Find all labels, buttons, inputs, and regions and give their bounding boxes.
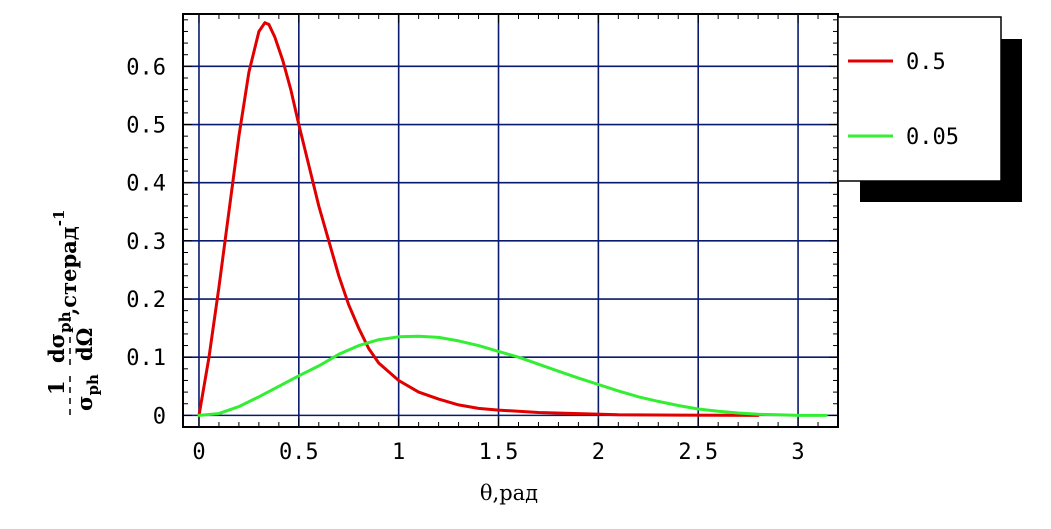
- y-label-unit: ,стерад-1: [50, 210, 81, 315]
- x-tick-labels: 0 0.5 1 1.5 2 2.5 3: [192, 440, 804, 465]
- x-tick-label: 0.5: [279, 440, 319, 465]
- y-tick-label: 0.1: [126, 346, 166, 371]
- x-tick-label: 1: [392, 440, 405, 465]
- series-lines: [197, 21, 828, 417]
- y-tick-labels: 0 0.1 0.2 0.3 0.4 0.5 0.6: [126, 55, 166, 429]
- legend: 0.5 0.05: [837, 16, 1022, 202]
- y-label-denominator-left: σph: [72, 374, 102, 411]
- y-tick-label: 0.3: [126, 230, 166, 255]
- y-tick-label: 0.2: [126, 288, 166, 313]
- plot-area: [182, 13, 839, 428]
- x-axis-label: θ,рад: [480, 481, 538, 505]
- legend-label-series-1: 0.05: [906, 125, 959, 150]
- y-tick-label: 0.6: [126, 55, 166, 80]
- legend-box: [837, 16, 1002, 182]
- y-tick-label: 0.4: [126, 172, 166, 197]
- x-tick-label: 2.5: [678, 440, 718, 465]
- x-tick-label: 1.5: [479, 440, 519, 465]
- y-label-numerator-right: dσph: [44, 311, 74, 363]
- x-tick-label: 3: [791, 440, 804, 465]
- legend-label-series-0: 0.5: [906, 50, 946, 75]
- y-tick-label: 0.5: [126, 114, 166, 139]
- x-tick-label: 0: [192, 440, 205, 465]
- x-tick-label: 2: [592, 440, 605, 465]
- y-axis-label: 1 σph dσph dΩ ,стерад-1: [44, 210, 102, 415]
- y-label-denominator-right: dΩ: [72, 328, 97, 361]
- y-tick-label: 0: [153, 404, 166, 429]
- y-label-numerator-left: 1: [44, 380, 69, 395]
- grid-lines: [183, 14, 838, 427]
- series-line-1: [197, 334, 828, 417]
- series-line-0: [197, 21, 760, 417]
- tick-marks: [183, 14, 839, 427]
